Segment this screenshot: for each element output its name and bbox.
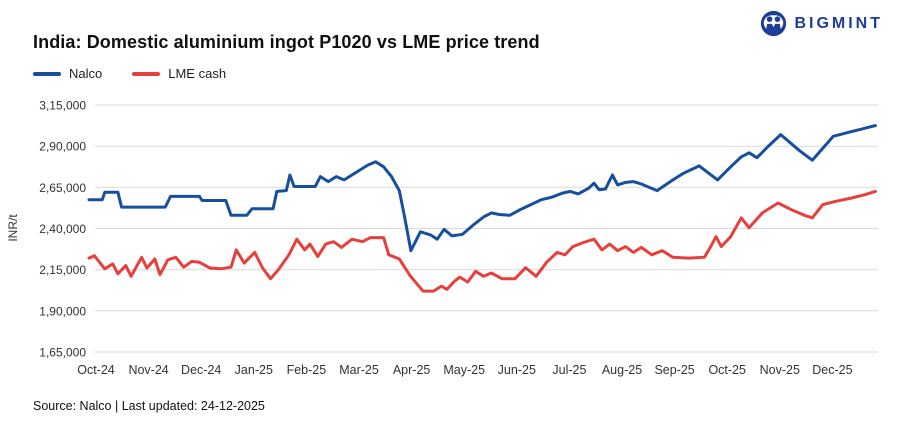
y-tick-label: 2,40,000 [39,222,86,236]
x-tick-label: Feb-25 [287,363,327,377]
x-tick-label: Mar-25 [339,363,379,377]
x-tick-label: Oct-24 [77,363,115,377]
bigmint-logo: BIGMINT [760,10,883,37]
lme-cash-series-line [87,189,877,293]
x-tick-label: Jan-25 [235,363,273,377]
legend-item-lme-cash[interactable]: LME cash [132,66,226,81]
source-note: Source: Nalco | Last updated: 24-12-2025 [33,399,265,413]
lme-cash-line-swatch [132,71,161,76]
y-tick-label: 2,15,000 [39,263,86,277]
legend: Nalco LME cash [33,66,226,81]
bigmint-logo-icon [761,10,787,37]
chart-title: India: Domestic aluminium ingot P1020 vs… [33,32,540,52]
y-tick-label: 1,65,000 [39,346,86,360]
x-tick-label: Sep-25 [654,363,694,377]
x-tick-label: May-25 [443,363,485,377]
x-tick-label: Nov-24 [128,363,168,377]
x-tick-label: Oct-25 [708,363,746,377]
x-tick-label: Aug-25 [602,363,642,377]
legend-label-lme-cash: LME cash [168,66,227,81]
x-tick-label: Nov-25 [760,363,800,377]
nalco-series-line [87,124,877,253]
bigmint-logo-text: BIGMINT [794,14,883,32]
x-tick-label: Jun-25 [498,363,536,377]
nalco-line-swatch [33,71,61,76]
y-tick-label: 2,65,000 [39,181,86,195]
x-tick-label: Dec-24 [181,363,221,377]
y-tick-label: 2,90,000 [39,140,86,154]
x-tick-label: Apr-25 [393,363,431,377]
y-tick-label: 1,90,000 [39,304,86,318]
x-tick-label: Dec-25 [812,363,852,377]
x-tick-label: Jul-25 [552,363,586,377]
legend-label-nalco: Nalco [69,66,103,81]
legend-item-nalco[interactable]: Nalco [33,66,102,81]
y-tick-label: 3,15,000 [39,99,86,113]
